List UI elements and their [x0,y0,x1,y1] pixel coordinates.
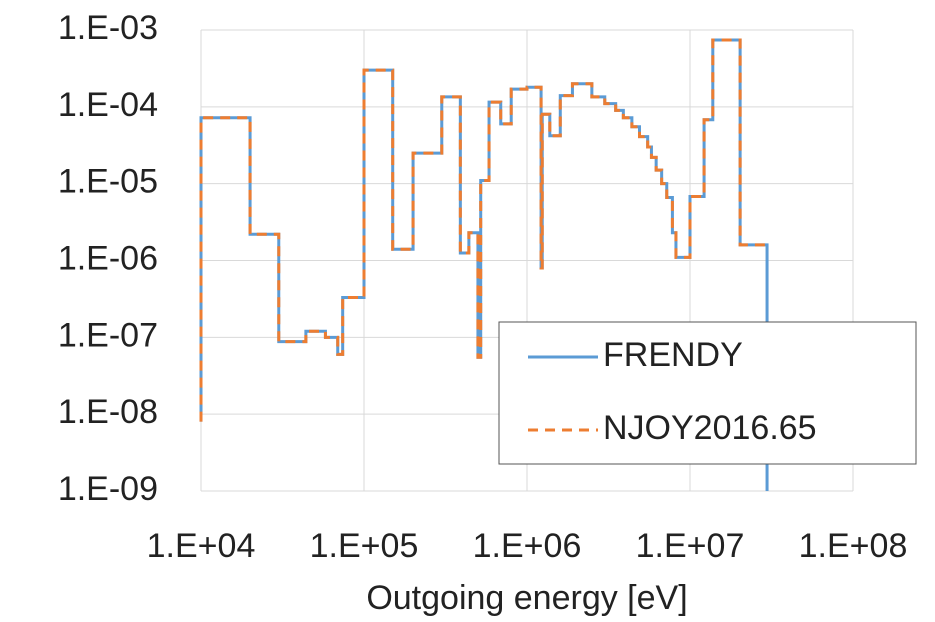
y-tick-label: 1.E-09 [58,470,158,508]
y-tick-label: 1.E-08 [58,393,158,431]
x-axis-title: Outgoing energy [eV] [366,579,687,617]
legend-label: NJOY2016.65 [603,409,817,447]
series-line [199,38,768,422]
x-tick-label: 1.E+05 [310,527,419,565]
y-tick-label: 1.E-03 [58,9,158,47]
x-tick-label: 1.E+07 [636,527,745,565]
x-tick-label: 1.E+08 [799,527,908,565]
x-tick-label: 1.E+06 [473,527,582,565]
y-tick-label: 1.E-06 [58,239,158,277]
legend-label: FRENDY [603,336,743,374]
legend: FRENDY NJOY2016.65 [498,321,917,465]
y-tick-label: 1.E-05 [58,163,158,201]
y-tick-label: 1.E-04 [58,86,158,124]
legend-box [498,321,917,465]
x-tick-label: 1.E+04 [147,527,256,565]
y-tick-label: 1.E-07 [58,316,158,354]
